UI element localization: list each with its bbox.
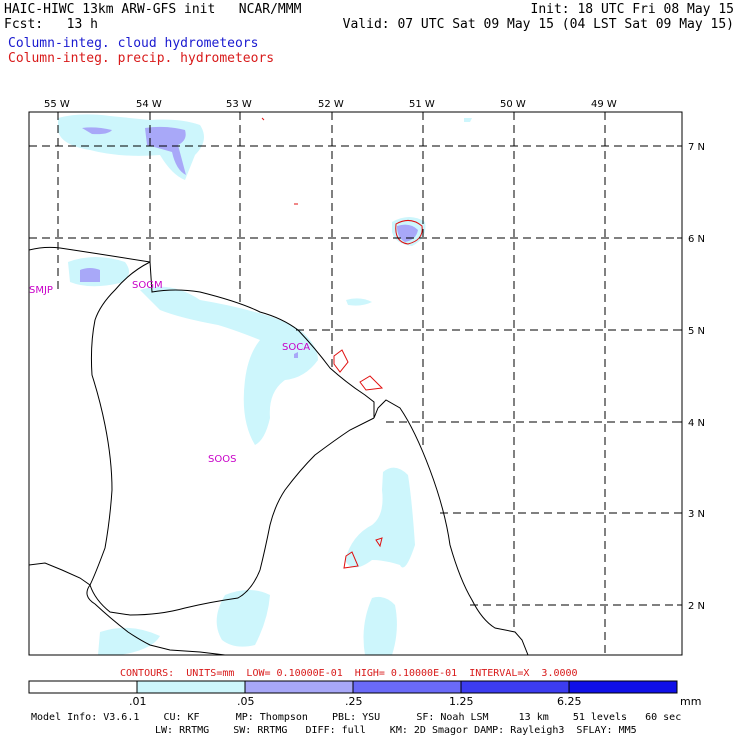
lon-label-53w: 53 W [226, 99, 252, 110]
station-label-smjp: SMJP [29, 285, 53, 296]
lon-label-54w: 54 W [136, 99, 162, 110]
cloud-shading [58, 114, 472, 655]
lon-label-50w: 50 W [500, 99, 526, 110]
coastline [29, 246, 529, 655]
colorbar-tick-625: 6.25 [557, 695, 582, 708]
model-info-line2: LW: RRTMG SW: RRTMG DIFF: full KM: 2D Sm… [155, 725, 637, 736]
lat-label-2n: 2 N [688, 601, 705, 612]
map-frame [28, 111, 683, 656]
colorbar-unit: mm [680, 695, 702, 708]
lat-ticks [677, 145, 682, 606]
init-time: Init: 18 UTC Fri 08 May 15 [530, 2, 735, 17]
lat-label-5n: 5 N [688, 326, 705, 337]
colorbar-bin-1 [136, 680, 246, 694]
station-label-soos: SOOS [208, 454, 236, 465]
graticule [29, 112, 682, 655]
contour-info: CONTOURS: UNITS=mm LOW= 0.10000E-01 HIGH… [120, 668, 578, 679]
valid-time: Valid: 07 UTC Sat 09 May 15 (04 LST Sat … [342, 17, 734, 32]
lon-label-55w: 55 W [44, 99, 70, 110]
lat-label-6n: 6 N [688, 234, 705, 245]
colorbar-tick-01: .01 [129, 695, 147, 708]
colorbar-bin-0 [28, 680, 138, 694]
lat-label-4n: 4 N [688, 418, 705, 429]
lon-label-49w: 49 W [591, 99, 617, 110]
colorbar-tick-25: .25 [345, 695, 363, 708]
station-label-sogm: SOGM [132, 280, 163, 291]
colorbar-bin-5 [568, 680, 678, 694]
lon-label-52w: 52 W [318, 99, 344, 110]
plot-title: HAIC-HIWC 13km ARW-GFS init NCAR/MMM [4, 2, 302, 17]
field-label-cloud: Column-integ. cloud hydrometeors [8, 36, 259, 51]
colorbar-bin-3 [352, 680, 462, 694]
lat-label-3n: 3 N [688, 509, 705, 520]
field-label-precip: Column-integ. precip. hydrometeors [8, 51, 275, 66]
station-label-soca: SOCA [282, 342, 310, 353]
colorbar-tick-125: 1.25 [449, 695, 474, 708]
lon-label-51w: 51 W [409, 99, 435, 110]
lat-label-7n: 7 N [688, 142, 705, 153]
model-info-line1: Model Info: V3.6.1 CU: KF MP: Thompson P… [31, 712, 682, 723]
colorbar-tick-05: .05 [237, 695, 255, 708]
colorbar [28, 680, 678, 694]
forecast-hour: Fcst: 13 h [4, 17, 98, 32]
lon-ticks [57, 112, 606, 117]
colorbar-bin-2 [244, 680, 354, 694]
colorbar-bin-4 [460, 680, 570, 694]
